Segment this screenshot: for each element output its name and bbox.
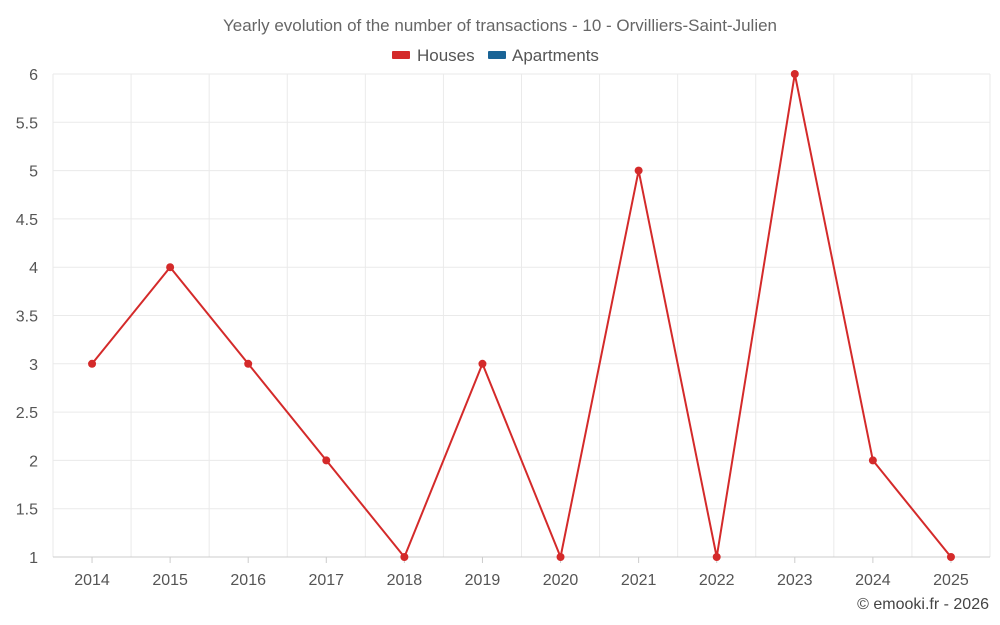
x-tick-label: 2015 <box>152 572 188 589</box>
x-tick-label: 2025 <box>933 572 969 589</box>
houses-point-2024[interactable] <box>868 456 877 465</box>
y-tick-label: 3.5 <box>16 309 38 326</box>
grid <box>52 73 991 557</box>
houses-point-2015[interactable] <box>166 263 175 272</box>
legend: Houses Apartments <box>392 46 599 65</box>
y-tick-label: 4.5 <box>16 212 38 229</box>
x-tick-label: 2024 <box>855 572 891 589</box>
x-tick-label: 2022 <box>699 572 735 589</box>
legend-label-houses: Houses <box>417 46 475 65</box>
legend-swatch-houses <box>392 51 410 59</box>
x-tick-label: 2014 <box>74 572 110 589</box>
houses-point-2022[interactable] <box>712 553 721 561</box>
houses-point-2016[interactable] <box>244 359 253 368</box>
x-tick-label: 2016 <box>230 572 266 589</box>
y-tick-label: 3 <box>29 357 38 374</box>
x-tick-label: 2017 <box>308 572 344 589</box>
chart-title: Yearly evolution of the number of transa… <box>223 16 777 35</box>
y-tick-label: 2 <box>29 453 38 470</box>
y-tick-label: 2.5 <box>16 405 38 422</box>
x-tick-label: 2018 <box>387 572 423 589</box>
series-houses <box>88 70 955 561</box>
houses-point-2025[interactable] <box>946 553 955 561</box>
x-tick-label: 2019 <box>465 572 501 589</box>
y-tick-label: 1.5 <box>16 502 38 519</box>
legend-label-apartments: Apartments <box>512 46 599 65</box>
legend-swatch-apartments <box>488 51 506 59</box>
y-tick-label: 6 <box>29 67 38 84</box>
houses-line <box>91 73 952 558</box>
y-tick-label: 1 <box>29 550 38 567</box>
x-tick-label: 2020 <box>543 572 579 589</box>
x-tick-label: 2021 <box>621 572 657 589</box>
houses-point-2017[interactable] <box>322 456 331 465</box>
x-tick-label: 2023 <box>777 572 813 589</box>
houses-point-2023[interactable] <box>790 70 799 78</box>
houses-point-2019[interactable] <box>478 359 487 368</box>
houses-point-2021[interactable] <box>634 166 643 175</box>
y-tick-label: 5 <box>29 164 38 181</box>
credit-text: © emooki.fr - 2026 <box>857 596 989 613</box>
axes: 1 1.5 2 2.5 3 3.5 4 4.5 5 5.5 6 2014 2015 2016 2017 201… <box>16 67 990 589</box>
houses-point-2018[interactable] <box>400 553 409 561</box>
houses-point-2014[interactable] <box>88 359 97 368</box>
y-tick-label: 5.5 <box>16 115 38 132</box>
y-tick-label: 4 <box>29 260 38 277</box>
legend-item-houses[interactable]: Houses <box>392 46 475 65</box>
houses-point-2020[interactable] <box>556 553 565 561</box>
legend-item-apartments[interactable]: Apartments <box>488 46 599 65</box>
